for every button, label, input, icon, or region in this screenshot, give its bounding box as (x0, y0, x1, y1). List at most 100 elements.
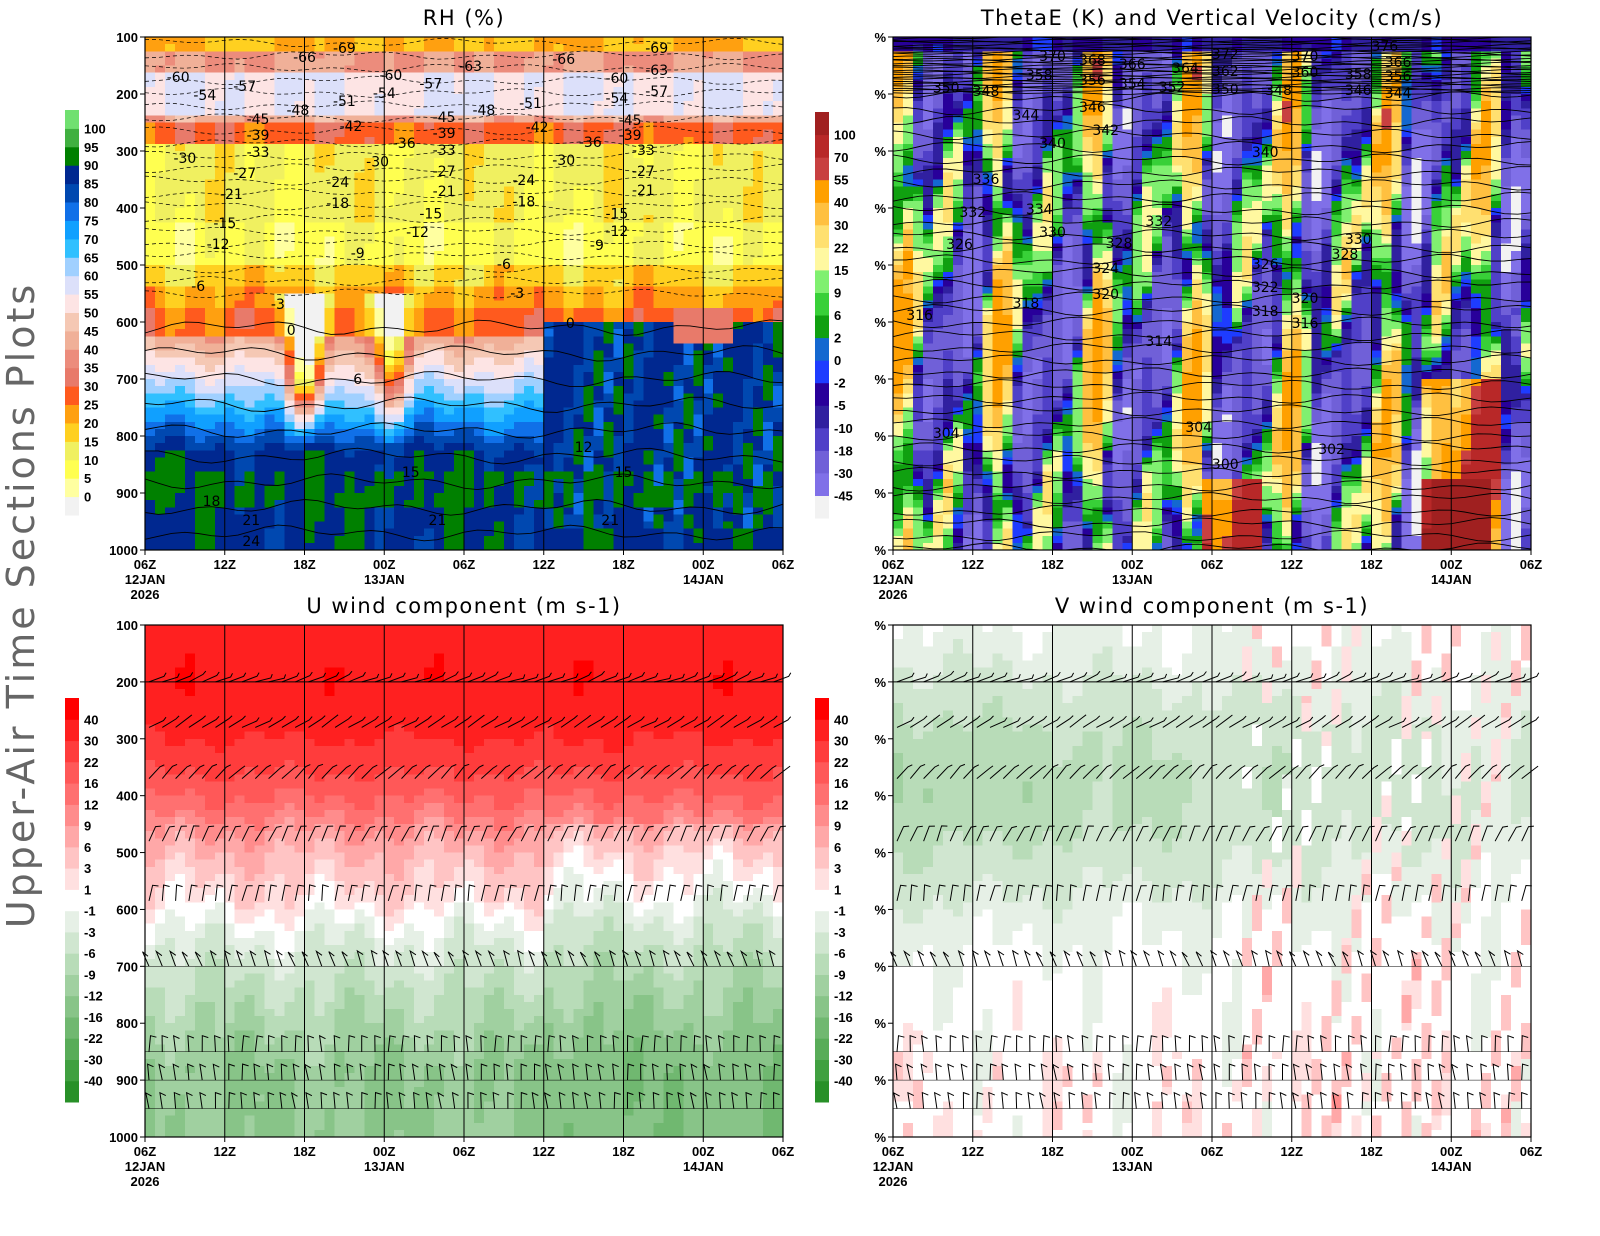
heat-cell (563, 236, 575, 245)
heat-cell (673, 179, 684, 188)
heat-cell (384, 314, 395, 323)
heat-cell (693, 165, 704, 173)
heat-cell (543, 208, 555, 216)
heat-cell (145, 51, 156, 59)
heat-cell (444, 108, 455, 116)
heat-cell (633, 528, 645, 537)
heat-cell (573, 215, 585, 223)
heat-cell (354, 243, 365, 252)
heat-cell (763, 322, 774, 330)
heat-cell (503, 108, 515, 116)
heat-cell (683, 343, 694, 352)
heat-cell (264, 186, 276, 195)
heat-cell (633, 436, 645, 444)
heat-cell (473, 72, 485, 81)
heat-cell (174, 143, 186, 152)
heat-cell (623, 293, 635, 302)
heat-cell (174, 407, 186, 416)
heat-cell (723, 51, 734, 59)
heat-cell (623, 450, 635, 458)
heat-cell (893, 528, 904, 537)
heat-cell (464, 250, 475, 259)
heat-cell (304, 336, 316, 344)
heat-cell (563, 379, 575, 387)
heat-cell (483, 357, 495, 366)
heat-cell (374, 386, 385, 394)
heat-cell (424, 343, 435, 352)
heat-cell (533, 101, 545, 109)
heat-cell (653, 535, 664, 544)
heat-cell (145, 79, 156, 88)
heat-cell (653, 443, 664, 451)
heat-cell (334, 307, 345, 316)
heat-cell (893, 122, 904, 131)
heat-cell (334, 172, 345, 181)
heat-cell (424, 243, 435, 252)
heat-cell (603, 507, 615, 515)
heat-cell (164, 471, 176, 480)
heat-cell (204, 350, 216, 359)
heat-cell (194, 86, 206, 95)
heat-cell (414, 493, 425, 501)
heat-cell (334, 507, 345, 515)
heat-cell (145, 407, 156, 416)
heat-cell (503, 58, 515, 67)
heat-cell (723, 336, 734, 344)
heat-cell (384, 371, 395, 380)
heat-cell (613, 243, 625, 252)
heat-cell (503, 314, 515, 323)
heat-cell (912, 58, 924, 67)
heat-cell (254, 86, 266, 95)
heat-cell (145, 236, 156, 245)
heat-cell (623, 94, 635, 102)
heat-cell (364, 86, 375, 95)
heat-cell (663, 514, 674, 523)
heat-cell (314, 236, 326, 245)
heat-cell (214, 428, 226, 437)
heat-cell (354, 158, 365, 166)
heat-cell (394, 400, 405, 409)
heat-cell (902, 307, 914, 316)
heat-cell (753, 493, 764, 501)
heat-cell (683, 300, 694, 309)
heat-cell (663, 428, 674, 437)
heat-cell (194, 37, 206, 45)
heat-cell (683, 521, 694, 530)
heat-cell (324, 400, 336, 409)
contour-label: -48 (472, 103, 495, 119)
heat-cell (603, 257, 615, 266)
heat-cell (204, 307, 216, 316)
heat-cell (773, 44, 784, 52)
heat-cell (683, 407, 694, 416)
heat-cell (364, 222, 375, 230)
heat-cell (483, 300, 495, 309)
heat-cell (174, 450, 186, 458)
heat-cell (324, 257, 336, 266)
heat-cell (444, 514, 455, 523)
heat-cell (493, 464, 505, 473)
heat-cell (274, 464, 286, 473)
heat-cell (204, 500, 216, 508)
heat-cell (733, 350, 744, 359)
heat-cell (374, 443, 385, 451)
heat-cell (424, 250, 435, 259)
heat-cell (194, 129, 206, 138)
heat-cell (543, 500, 555, 508)
heat-cell (473, 293, 485, 302)
heat-cell (264, 542, 276, 551)
heat-cell (713, 464, 724, 473)
heat-cell (573, 200, 585, 209)
heat-cell (773, 443, 784, 451)
heat-cell (653, 208, 664, 216)
heat-cell (603, 521, 615, 530)
heat-cell (254, 143, 266, 152)
heat-cell (683, 186, 694, 195)
heat-cell (753, 485, 764, 494)
heat-cell (404, 400, 415, 409)
heat-cell (563, 37, 575, 45)
heat-cell (693, 72, 704, 81)
heat-cell (763, 58, 774, 67)
heat-cell (763, 386, 774, 394)
heat-cell (424, 428, 435, 437)
heat-cell (902, 421, 914, 430)
